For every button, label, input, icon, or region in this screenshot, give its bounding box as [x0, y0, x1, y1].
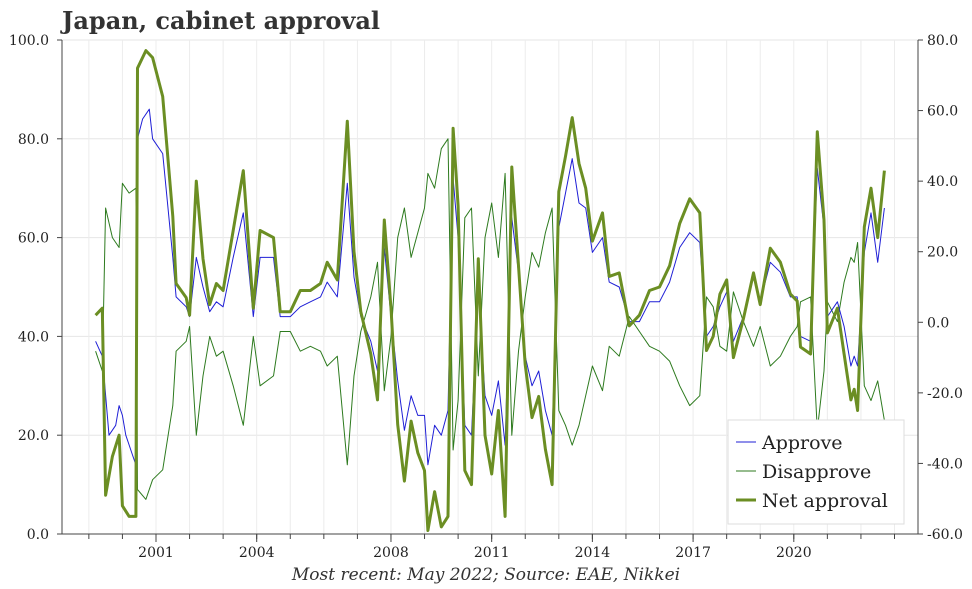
y-left-tick-label: 20.0 [18, 428, 49, 444]
x-tick-label: 2001 [138, 545, 174, 561]
y-right-tick-label: -20.0 [927, 386, 963, 402]
y-left-tick-label: 40.0 [18, 329, 49, 345]
y-left-tick-label: 80.0 [18, 132, 49, 148]
series-line-disapprove [95, 138, 885, 500]
legend-label-net-approval: Net approval [762, 490, 888, 512]
y-left-tick-label: 60.0 [18, 231, 49, 247]
y-right-tick-label: 20.0 [927, 245, 958, 261]
x-tick-label: 2014 [575, 545, 611, 561]
y-left-tick-label: 0.0 [27, 527, 49, 543]
legend-label-disapprove: Disapprove [762, 461, 871, 483]
x-tick-label: 2008 [373, 545, 409, 561]
y-left-tick-label: 100.0 [9, 33, 49, 49]
x-tick-label: 2011 [474, 545, 510, 561]
series-lines [94, 49, 886, 532]
series-line-net-approval [94, 49, 886, 532]
x-tick-label: 2017 [675, 545, 711, 561]
legend-box [727, 419, 905, 525]
x-tick-label: 2020 [776, 545, 812, 561]
legend: Approve Disapprove Net approval [727, 419, 905, 525]
y-right-tick-label: 60.0 [927, 104, 958, 120]
x-tick-label: 2004 [239, 545, 275, 561]
y-right-tick-label: -40.0 [927, 456, 963, 472]
y-right-tick-label: -60.0 [927, 527, 963, 543]
y-right-tick-label: 0.0 [927, 315, 949, 331]
legend-label-approve: Approve [761, 432, 843, 454]
source-footnote: Most recent: May 2022; Source: EAE, Nikk… [291, 565, 681, 585]
y-right-tick-label: 80.0 [927, 33, 958, 49]
axes: 2001 2004 2008 2011 2014 2017 2020 0.0 20.0 40.0 6… [9, 33, 963, 561]
y-right-tick-label: 40.0 [927, 174, 958, 190]
chart-title: Japan, cabinet approval [62, 6, 380, 35]
